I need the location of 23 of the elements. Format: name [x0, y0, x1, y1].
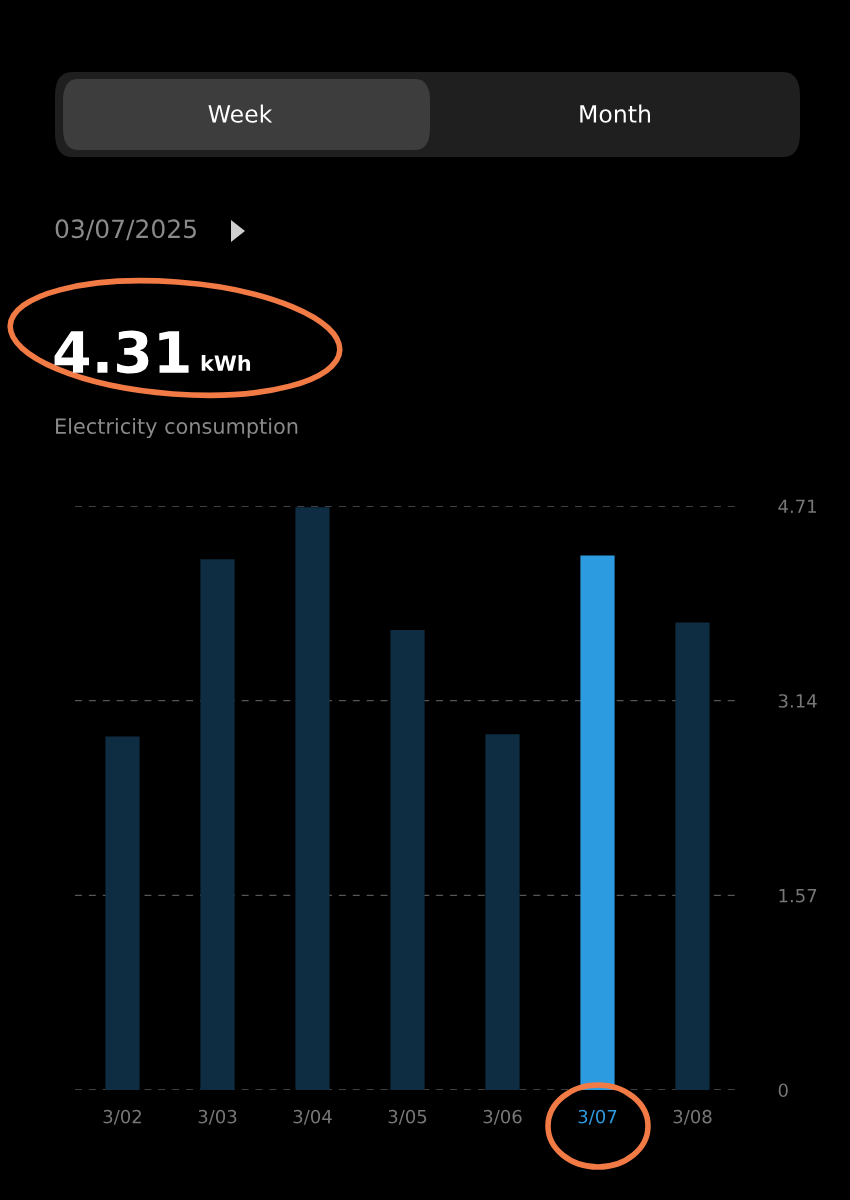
bar: [105, 736, 140, 1090]
x-tick-label: 3/08: [673, 1109, 712, 1125]
text: 03/07/2025: [55, 219, 196, 241]
x-tick-label: 3/03: [198, 1109, 237, 1125]
x-tick-label: 3/07: [578, 1109, 617, 1125]
x-tick-label: 3/06: [483, 1109, 522, 1125]
bar: [675, 622, 710, 1090]
x-tick-label: 3/05: [388, 1109, 427, 1125]
text: Electricity consumption: [56, 417, 298, 439]
bar: [485, 734, 520, 1090]
y-tick-label: 0: [778, 1083, 788, 1098]
bar: [390, 629, 425, 1090]
text: 4.31: [54, 330, 189, 374]
text: kWh: [201, 354, 251, 371]
text: Month: [580, 104, 650, 123]
bar: [200, 559, 235, 1090]
x-tick-label: 3/04: [293, 1109, 332, 1125]
x-tick-label: 3/02: [103, 1109, 141, 1125]
y-tick-label: 4.71: [778, 499, 817, 513]
y-tick-label: 3.14: [778, 694, 817, 708]
y-tick-label: 1.57: [779, 889, 817, 903]
bar: [295, 507, 330, 1090]
text: Week: [208, 104, 273, 123]
